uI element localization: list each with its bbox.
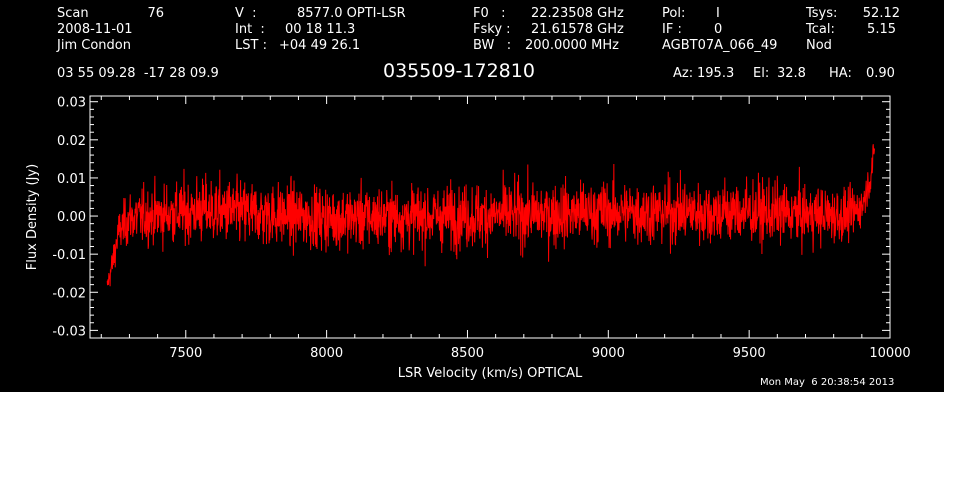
y-tick-label: 0.01	[57, 172, 86, 187]
lst-value: +04 49 26.1	[279, 38, 361, 53]
elevation-label: El:	[753, 66, 770, 81]
if-label: IF :	[662, 22, 682, 37]
observer-name: Jim Condon	[57, 38, 131, 53]
velocity-label: V :	[235, 6, 257, 21]
x-tick-label: 10000	[869, 346, 910, 361]
hour-angle-value: 0.90	[866, 66, 895, 81]
plot-timestamp: Mon May 6 20:38:54 2013	[760, 377, 895, 388]
polarization-label: Pol:	[662, 6, 686, 21]
scan-label: Scan	[57, 6, 89, 21]
x-tick-label: 9000	[592, 346, 625, 361]
if-value: 0	[714, 22, 723, 37]
sky-frequency-value: 21.61578 GHz	[531, 22, 624, 37]
scan-value: 76	[147, 6, 164, 21]
hour-angle-label: HA:	[829, 66, 852, 81]
rest-frequency-label: F0 :	[473, 6, 506, 21]
spectrum-chart: 7500 8000 8500 9000 9500 10000 -0.03 -0.02 -0.01…	[25, 95, 911, 381]
observation-date: 2008-11-01	[57, 22, 133, 37]
sky-frequency-label: Fsky :	[473, 22, 511, 37]
y-axis-title: Flux Density (Jy)	[25, 164, 40, 270]
observing-mode: Nod	[806, 38, 832, 53]
tsys-value: 52.12	[862, 6, 900, 21]
tsys-label: Tsys:	[806, 6, 838, 21]
bandwidth-label: BW :	[473, 38, 512, 53]
elevation-value: 32.8	[777, 66, 806, 81]
lst-label: LST :	[235, 38, 267, 53]
y-tick-label: -0.03	[52, 324, 86, 339]
source-coordinates: 03 55 09.28 -17 28 09.9	[57, 66, 219, 81]
velocity-value: 8577.0 OPTI-LSR	[297, 6, 406, 21]
x-tick-label: 7500	[169, 346, 202, 361]
y-tick-label: 0.00	[57, 210, 86, 225]
plot-frame	[89, 95, 891, 339]
x-tick-label: 8000	[310, 346, 343, 361]
tcal-value: 5.15	[867, 22, 896, 37]
integration-value: 00 18 11.3	[285, 22, 356, 37]
x-tick-label: 9500	[733, 346, 766, 361]
bandwidth-value: 200.0000 MHz	[525, 38, 619, 53]
azimuth-value: 195.3	[697, 66, 735, 81]
source-name: 035509-172810	[383, 60, 535, 82]
y-tick-label: 0.03	[57, 96, 86, 111]
plot-panel: Scan 76 2008-11-01 Jim Condon V : 8577.0…	[0, 0, 944, 392]
y-tick-label: 0.02	[57, 134, 86, 149]
tcal-label: Tcal:	[806, 22, 835, 37]
project-id: AGBT07A_066_49	[662, 38, 778, 53]
x-tick-label: 8500	[451, 346, 484, 361]
azimuth-label: Az:	[673, 66, 694, 81]
rest-frequency-value: 22.23508 GHz	[531, 6, 624, 21]
y-tick-label: -0.01	[52, 248, 86, 263]
integration-label: Int :	[235, 22, 265, 37]
spectrum-series-line	[106, 144, 876, 287]
polarization-value: I	[716, 6, 720, 21]
y-tick-label: -0.02	[52, 286, 86, 301]
x-axis-title: LSR Velocity (km/s) OPTICAL	[398, 366, 583, 381]
